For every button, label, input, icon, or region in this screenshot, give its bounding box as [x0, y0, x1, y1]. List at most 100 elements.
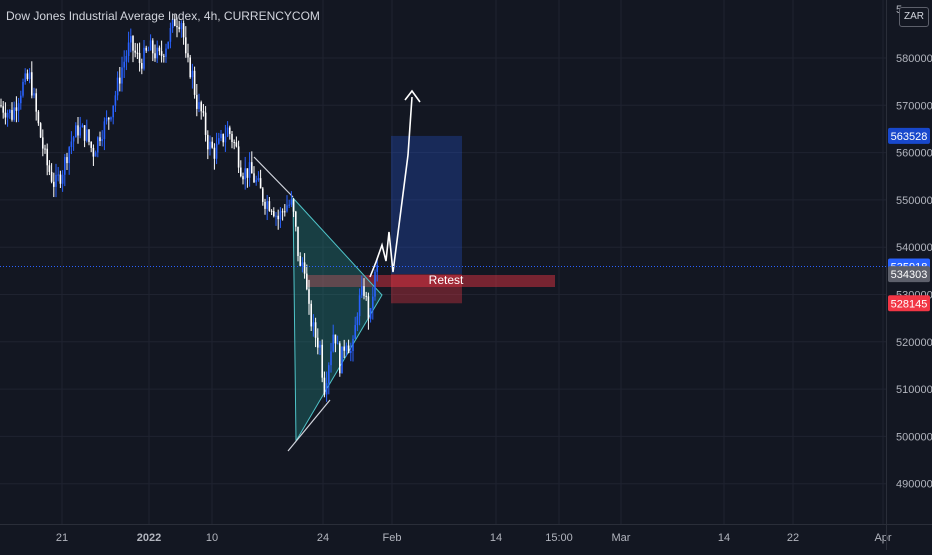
projection-arrow-head[interactable] — [404, 89, 421, 103]
candle-body — [207, 134, 209, 150]
candle-body — [213, 147, 216, 159]
candle-body — [88, 129, 90, 142]
candle-body — [363, 286, 365, 296]
target-zone[interactable] — [391, 135, 462, 275]
x-tick-label: Apr — [874, 532, 891, 544]
candle-body — [160, 51, 163, 56]
y-tick-label: 510000 — [896, 384, 932, 396]
candle-body — [2, 106, 4, 113]
stop-zone[interactable] — [391, 274, 462, 304]
candle-body — [94, 152, 97, 157]
candle-body — [169, 28, 172, 42]
trend-line[interactable] — [253, 156, 294, 198]
candle-body — [110, 117, 112, 120]
projection-path[interactable] — [369, 96, 413, 278]
candle-body — [28, 72, 31, 80]
candle-body — [215, 143, 218, 159]
candle-body — [42, 137, 44, 149]
candle-body — [237, 146, 240, 168]
overlays[interactable]: Retest — [0, 89, 886, 287]
candle-body — [48, 165, 51, 172]
candle-body — [290, 199, 293, 205]
candle-body — [31, 72, 33, 96]
candle-body — [240, 167, 242, 177]
candle-body — [9, 110, 11, 113]
candle-body — [127, 42, 130, 57]
candle-body — [301, 262, 304, 266]
candle-body — [125, 56, 128, 62]
candle-body — [92, 147, 95, 157]
candle-body — [270, 210, 273, 212]
y-tick-label: 580000 — [896, 53, 932, 65]
candle-body — [176, 25, 178, 28]
candle-body — [123, 61, 125, 68]
candle-body — [26, 73, 29, 80]
price-tag — [888, 295, 930, 312]
candle-body — [341, 346, 343, 374]
candle-body — [317, 337, 319, 348]
candle-body — [323, 377, 326, 395]
grid — [0, 0, 886, 524]
y-tick-label: 490000 — [896, 479, 932, 491]
candle-body — [319, 344, 321, 348]
candle-body — [266, 201, 268, 209]
candle-body — [0, 105, 2, 107]
candle-body — [211, 141, 213, 148]
candle-body — [46, 148, 48, 166]
x-tick-label: 14 — [490, 532, 502, 544]
candle-body — [33, 93, 35, 96]
trend-line[interactable] — [287, 399, 331, 452]
candle-body — [231, 133, 233, 143]
candle-body — [108, 117, 110, 120]
candle-body — [39, 123, 42, 138]
candle-body — [37, 111, 40, 124]
candle-body — [165, 48, 167, 57]
candle-body — [182, 23, 185, 38]
candle-body — [339, 343, 341, 374]
candle-body — [257, 178, 260, 181]
price-tag-label: 528145 — [891, 298, 928, 310]
candle-body — [308, 289, 310, 304]
candle-body — [372, 296, 374, 308]
y-tick-label: 570000 — [896, 100, 932, 112]
candle-body — [86, 129, 88, 141]
symbol-title: Dow Jones Industrial Average Index, 4h, … — [6, 9, 320, 23]
candle-body — [334, 334, 337, 344]
candle-body — [222, 134, 224, 143]
candle-body — [292, 199, 295, 212]
candle-body — [343, 346, 345, 351]
price-tag — [888, 127, 930, 144]
candle-body — [347, 345, 350, 353]
candle-body — [365, 295, 367, 297]
drawings[interactable] — [253, 135, 555, 452]
candle-body — [264, 201, 266, 209]
candle-body — [306, 273, 308, 290]
x-tick-label: Mar — [612, 532, 631, 544]
candle-body — [152, 40, 154, 54]
candle-body — [53, 181, 55, 187]
candle-body — [178, 27, 180, 30]
candle-body — [70, 141, 73, 148]
candle-body — [163, 55, 165, 57]
candle-body — [198, 102, 200, 109]
y-tick-label: 550000 — [896, 195, 932, 207]
candle-body — [11, 110, 13, 120]
candle-body — [242, 176, 244, 180]
candle-body — [112, 105, 114, 118]
candle-body — [143, 47, 145, 69]
candle-body — [72, 137, 75, 142]
candle-body — [13, 107, 15, 120]
candle-body — [284, 211, 286, 213]
candle-body — [369, 307, 372, 319]
candle-body — [114, 95, 117, 106]
candle-body — [4, 112, 7, 118]
candle-body — [253, 173, 255, 183]
candle-body — [24, 73, 26, 82]
candle-body — [229, 127, 231, 134]
candle-body — [101, 139, 103, 142]
candle-body — [68, 147, 70, 164]
retest-box[interactable] — [306, 275, 555, 287]
currency-button[interactable]: ZAR — [899, 7, 929, 27]
